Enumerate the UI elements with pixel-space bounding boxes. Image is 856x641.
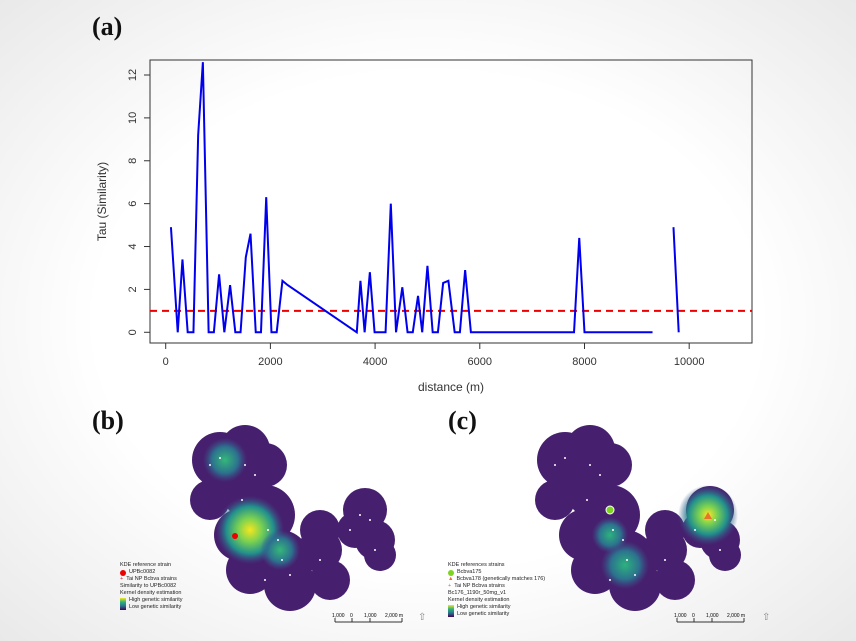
warm-area-c <box>601 541 649 589</box>
scale-tick-c-3: 1,000 <box>706 613 719 619</box>
panel-label-a: (a) <box>92 12 123 41</box>
panel-label-c: (c) <box>448 406 477 435</box>
ref-strain-178-point <box>704 512 712 519</box>
scale-tick-c-1: 1,000 <box>674 613 687 619</box>
kde-map-b <box>190 425 396 611</box>
y-tick-label: 2 <box>127 286 139 292</box>
warm-area-b <box>203 438 247 482</box>
y-tick-label: 8 <box>127 158 139 164</box>
x-tick-label: 0 <box>163 356 169 368</box>
ref-strain-175-point <box>605 505 615 515</box>
legend-kde-c: Kernel density estimation <box>448 597 510 603</box>
legend-title-c: KDE references strains <box>448 562 505 568</box>
scale-tick-b-1: 1,000 <box>332 613 345 619</box>
legend-ref1-c: Bcbva175 <box>457 569 482 575</box>
y-tick-label: 4 <box>127 243 139 249</box>
cross-icon-c: + <box>448 583 452 589</box>
scale-tick-b-4: 2,000 m <box>385 613 403 619</box>
warm-area-c2 <box>592 517 628 553</box>
legend-high-c: High genetic similarity <box>457 604 511 610</box>
ref-strain-175-icon <box>448 569 454 576</box>
legend-points-c: Tai NP Bcbva strains <box>454 583 505 589</box>
panel-label-b: (b) <box>92 406 124 435</box>
legend-high-b: High genetic similarity <box>129 597 183 603</box>
scale-tick-c-4: 2,000 m <box>727 613 745 619</box>
triangle-icon: ▲ <box>448 576 454 582</box>
legend-layer-c: Bc176_1190r_50mg_v1 <box>448 590 506 596</box>
line-chart: 0 2000 4000 6000 8000 10000 0 2 4 6 8 10 12 distance … <box>95 59 753 394</box>
map-legend-c: KDE references strains Bcbva175 ▲ Bcbva17… <box>448 562 545 618</box>
x-tick-label: 2000 <box>258 356 282 368</box>
y-axis-label: Tau (Similarity) <box>95 162 109 241</box>
strain-points-c <box>554 457 721 581</box>
cross-icon: + <box>120 576 124 582</box>
map-legend-b: KDE reference strain UPBc0082 + Tai NP Bc… <box>120 562 183 611</box>
x-axis-label: distance (m) <box>418 380 484 394</box>
reference-strain-point <box>232 533 238 539</box>
strain-points-b <box>209 457 376 581</box>
ref-strain-icon <box>120 569 126 576</box>
y-tick-label: 0 <box>127 329 139 335</box>
color-ramp-c <box>448 605 454 617</box>
y-tick-label: 12 <box>127 69 139 81</box>
series-line-1 <box>169 62 653 335</box>
scale-bar-c: 1,000 0 1,000 2,000 m <box>674 613 745 623</box>
scale-tick-b-3: 1,000 <box>364 613 377 619</box>
legend-low-b: Low genetic similarity <box>129 604 182 610</box>
legend-sim-title-b: Similarity to UPBc0082 <box>120 583 177 589</box>
legend-points-b: Tai NP Bcbva strains <box>126 576 177 582</box>
kde-map-c <box>535 425 741 611</box>
plot-frame <box>149 59 753 344</box>
x-tick-label: 6000 <box>468 356 492 368</box>
x-tick-label: 8000 <box>572 356 596 368</box>
y-tick-label: 10 <box>127 112 139 124</box>
legend-kde-b: Kernel density estimation <box>120 590 182 596</box>
scale-tick-c-2: 0 <box>692 613 695 619</box>
y-tick-label: 6 <box>127 201 139 207</box>
scale-tick-b-2: 0 <box>350 613 353 619</box>
legend-title-b: KDE reference strain <box>120 562 172 568</box>
legend-ref2-c: Bcbva178 (genetically matches 176) <box>456 576 546 582</box>
legend-low-c: Low genetic similarity <box>457 611 510 617</box>
x-tick-label: 10000 <box>674 356 705 368</box>
north-arrow-icon: ⇧ <box>418 612 427 623</box>
series-line-2 <box>672 227 680 333</box>
color-ramp-b <box>120 598 126 610</box>
north-arrow-icon-c: ⇧ <box>762 612 771 623</box>
x-tick-label: 4000 <box>363 356 387 368</box>
legend-ref-b: UPBc0082 <box>129 569 156 575</box>
scale-bar-b: 1,000 0 1,000 2,000 m <box>332 613 403 623</box>
warm-area-b2 <box>260 530 300 570</box>
